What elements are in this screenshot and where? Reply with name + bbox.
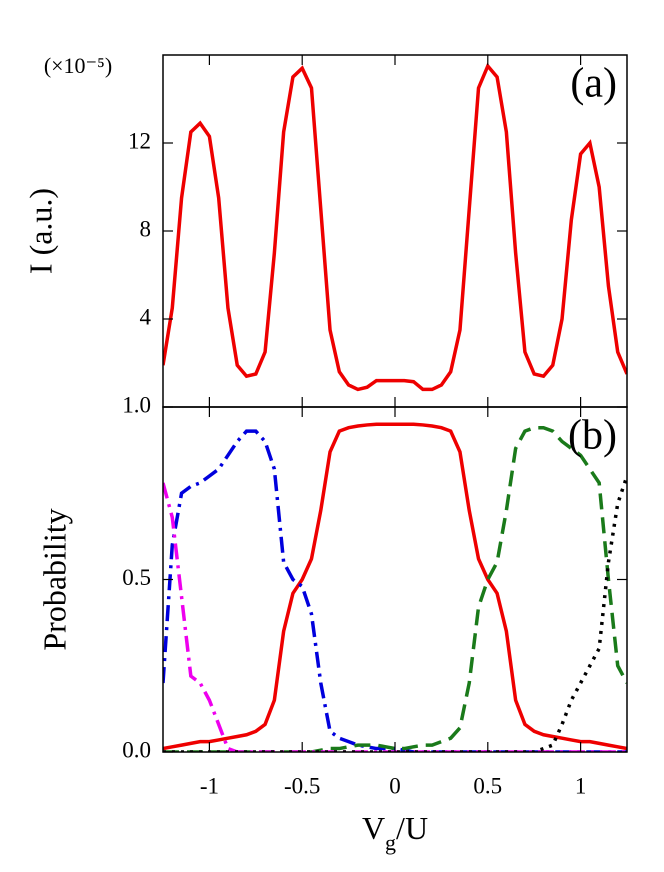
x-tick-label: 0: [389, 773, 401, 798]
x-tick-label: 1: [575, 773, 587, 798]
data-line: [163, 482, 627, 752]
data-line: [163, 62, 627, 392]
data-line: [163, 425, 627, 752]
x-axis-label-part: /U: [396, 810, 428, 846]
y-tick-label: 8: [140, 216, 152, 241]
data-line: [163, 429, 627, 752]
y-tick-label: 0.0: [122, 737, 151, 762]
y-axis-label: Probability: [36, 508, 72, 650]
panel-label: (a): [570, 61, 617, 107]
x-tick-label: 0.5: [473, 773, 502, 798]
axis-multiplier: (×10⁻⁵): [44, 53, 112, 78]
y-tick-label: 1.0: [122, 392, 151, 417]
data-line: [163, 475, 627, 752]
y-tick-label: 4: [140, 304, 152, 329]
y-tick-label: 12: [128, 128, 151, 153]
x-axis-label-part: V: [362, 810, 385, 846]
data-line: [163, 422, 627, 751]
x-tick-label: -0.5: [284, 773, 320, 798]
plot-frame: [162, 406, 628, 753]
panel-label: (b): [568, 413, 617, 459]
y-axis-label: I (a.u.): [22, 188, 58, 274]
x-axis-label: Vg/U: [362, 810, 428, 854]
plot-frame: [162, 54, 628, 408]
x-tick-label: -1: [200, 773, 219, 798]
x-axis-label-part: g: [385, 830, 396, 855]
y-tick-label: 0.5: [122, 565, 151, 590]
